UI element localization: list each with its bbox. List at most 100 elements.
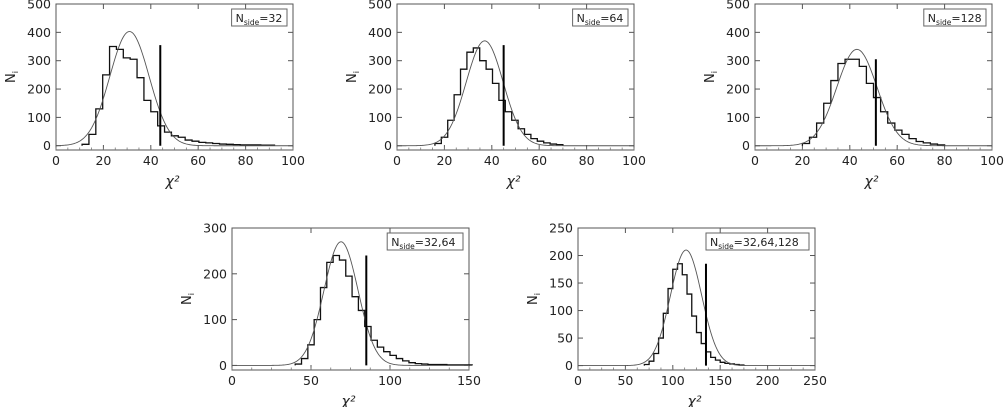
histogram-bar [165, 132, 172, 146]
legend-n: N [710, 236, 718, 249]
histogram-bar [461, 69, 467, 146]
y-axis-label: Ni [703, 71, 719, 83]
y-tick-label: 100 [203, 312, 227, 327]
y-axis-label: Ni [4, 71, 20, 83]
histogram-bar [715, 360, 720, 366]
histogram-bar [668, 289, 673, 366]
legend-label: Nside=64 [577, 12, 624, 27]
x-axis-label: χ² [687, 394, 702, 407]
histogram-bar [881, 112, 888, 146]
x-tick-label: 20 [95, 153, 111, 168]
histogram-bar [144, 100, 151, 145]
chart-panel-2: 0 20 40 60 80 100 0 100 200 300 400 500 Nside=64 χ² Ni [345, 0, 646, 190]
x-tick-label: 60 [531, 153, 547, 168]
histogram-bar [493, 83, 499, 145]
y-tick-label: 200 [203, 266, 227, 281]
x-tick-label: 80 [579, 153, 595, 168]
y-label-main: N [4, 73, 19, 83]
y-tick-label: 500 [726, 0, 750, 12]
x-tick-label: 150 [457, 373, 481, 388]
y-label-subscript: i [11, 71, 20, 73]
histogram-bar [874, 98, 881, 146]
x-tick-label: 100 [281, 153, 305, 168]
legend-value: =32,64 [415, 236, 456, 249]
x-tick-label: 50 [303, 373, 319, 388]
x-tick-label: 40 [484, 153, 500, 168]
legend-box [705, 232, 810, 251]
y-tick-label: 200 [368, 82, 392, 97]
histogram-bar [720, 362, 725, 365]
histogram-bar [89, 134, 96, 145]
gaussian-fit-curve [232, 241, 469, 366]
chart-panel-3: 0 20 40 60 80 100 0 100 200 300 400 500 Nside=128 χ² N… [703, 0, 1004, 190]
histogram-bar [692, 316, 697, 366]
legend-label: Nside=32,64,128 [710, 236, 799, 251]
y-label-subscript: i [533, 293, 542, 295]
histogram-bar [327, 262, 333, 365]
histogram-bar [486, 69, 492, 146]
x-axis-label: χ² [341, 394, 356, 407]
histogram-bar [448, 120, 454, 146]
x-tick-label: 0 [393, 153, 401, 168]
y-tick-label: 300 [27, 53, 51, 68]
x-tick-label: 0 [228, 373, 236, 388]
y-tick-label: 300 [368, 53, 392, 68]
y-tick-label: 250 [549, 221, 573, 236]
legend-subscript: side [718, 242, 734, 251]
y-tick-label: 0 [219, 358, 227, 373]
histogram-bar [687, 294, 692, 366]
legend-label: Nside=128 [928, 12, 982, 27]
x-tick-label: 60 [889, 153, 905, 168]
legend-n: N [236, 12, 244, 25]
histogram-bar [711, 357, 716, 365]
legend-n: N [928, 12, 936, 25]
x-tick-label: 150 [708, 373, 732, 388]
histogram-bar [339, 260, 345, 365]
histogram-bar [697, 333, 702, 366]
histogram-bar [838, 64, 845, 146]
histogram-bar [895, 130, 902, 146]
histogram-bar [654, 353, 659, 365]
histogram-bar [371, 340, 377, 365]
histogram-bar [123, 58, 130, 146]
histogram-bar [473, 48, 479, 146]
histogram-bar [295, 364, 301, 365]
histogram-bar [302, 359, 308, 366]
histogram-bar [480, 61, 486, 146]
x-tick-label: 100 [980, 153, 1004, 168]
histogram-bar [659, 338, 664, 366]
histogram-bar [333, 255, 339, 365]
histogram-bar [644, 365, 649, 366]
histogram-bar [358, 310, 364, 365]
legend-label: Nside=32,64 [391, 236, 455, 251]
histogram-bar [467, 52, 473, 146]
histogram-bar [852, 59, 859, 145]
y-label-subscript: i [352, 71, 361, 73]
legend-n: N [577, 12, 585, 25]
y-tick-label: 200 [27, 82, 51, 97]
legend-subscript: side [585, 18, 601, 27]
legend-value: =32,64,128 [734, 236, 799, 249]
legend-value: =128 [951, 12, 981, 25]
y-tick-label: 100 [549, 303, 573, 318]
histogram-bar [682, 275, 687, 366]
histogram-bar [352, 297, 358, 366]
x-tick-label: 0 [52, 153, 60, 168]
gaussian-fit-curve [397, 40, 634, 147]
legend-box [231, 8, 288, 27]
x-tick-label: 100 [378, 373, 402, 388]
histogram-bar [403, 361, 409, 366]
y-tick-label: 400 [27, 25, 51, 40]
x-tick-label: 200 [756, 373, 780, 388]
x-tick-label: 0 [751, 153, 759, 168]
histogram-bar [103, 75, 110, 146]
legend-subscript: side [399, 242, 415, 251]
y-label-main: N [180, 295, 195, 305]
chart-panel-4: 0 50 100 150 0 100 200 300 Nside=32,64 χ² Ni [180, 221, 481, 407]
histogram-bar [308, 345, 314, 366]
gaussian-fit-curve [755, 48, 992, 147]
legend-value: =32 [259, 12, 282, 25]
histogram-bar [859, 66, 866, 145]
histogram-bar [831, 81, 838, 146]
y-tick-label: 0 [43, 138, 51, 153]
